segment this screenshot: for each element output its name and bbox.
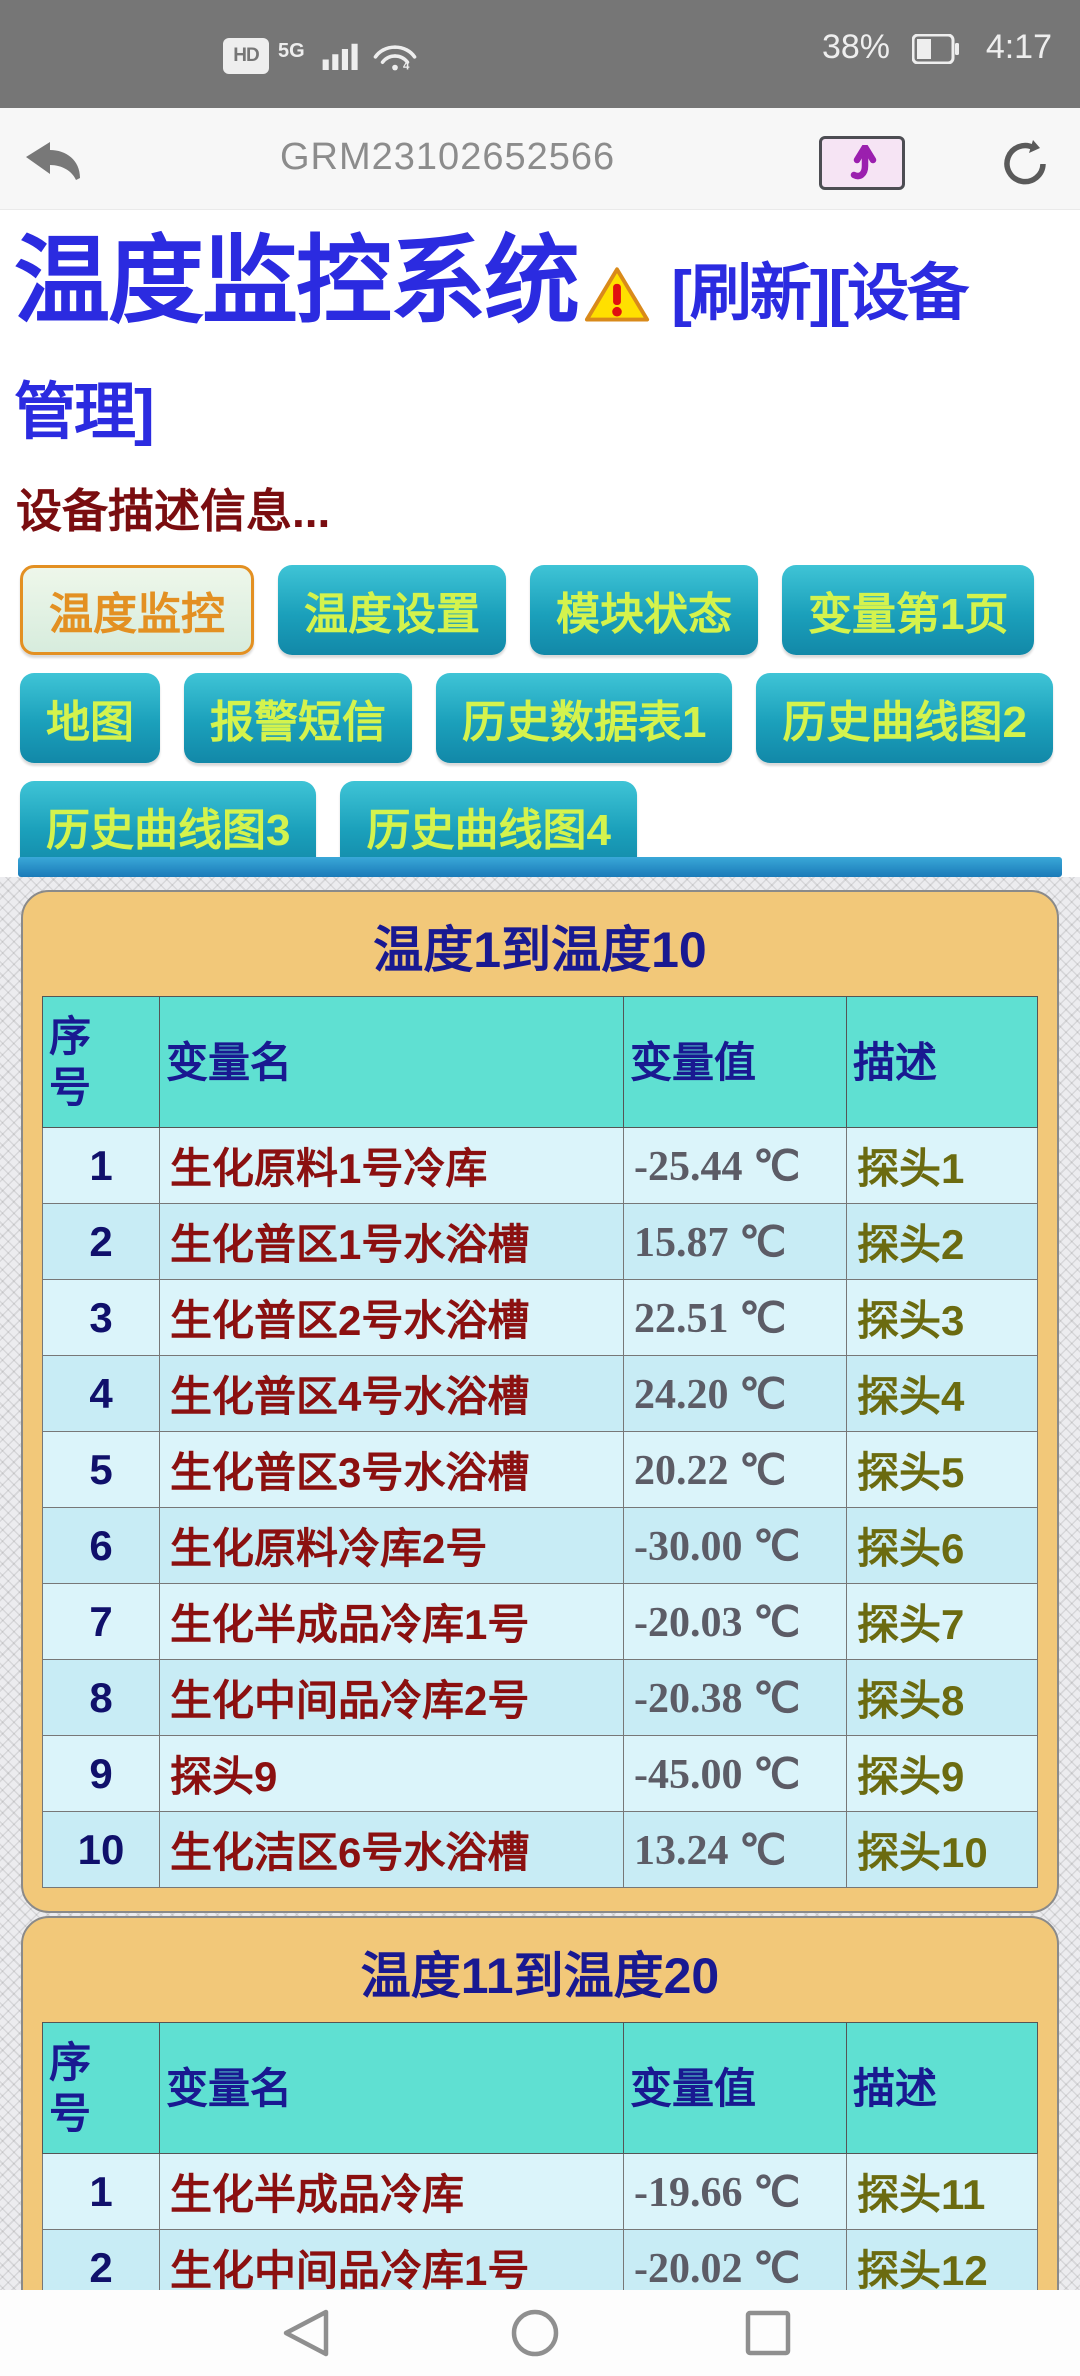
svg-text:4: 4 xyxy=(403,60,410,72)
